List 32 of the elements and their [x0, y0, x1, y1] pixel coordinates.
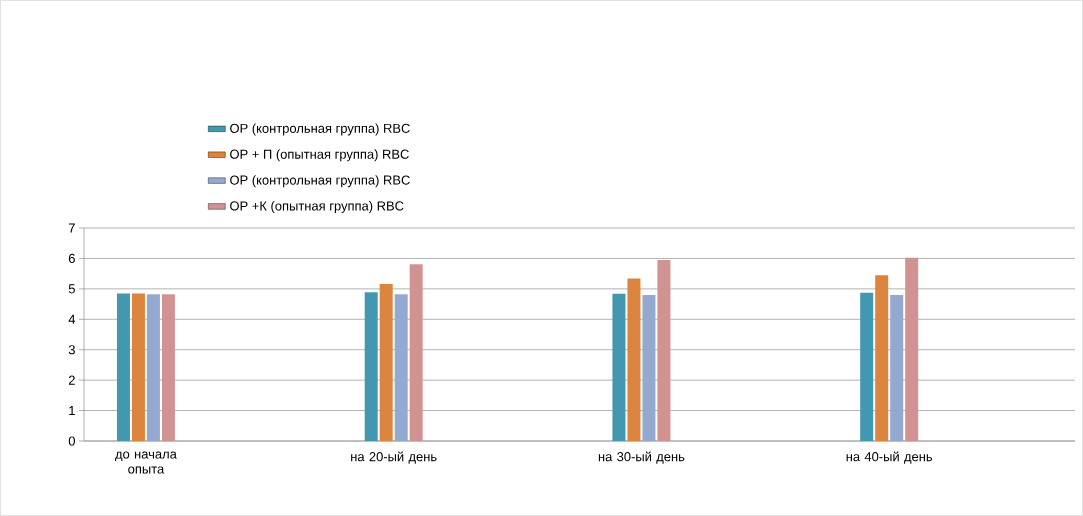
bar	[364, 292, 378, 441]
legend-label: ОР (контрольная группа) RBC	[230, 123, 410, 136]
x-tick-label: до начала опыта	[115, 451, 177, 474]
bar	[612, 293, 626, 441]
legend-label: ОР + П (опытная группа) RBC	[230, 149, 409, 162]
bar	[131, 293, 145, 441]
y-tick-label: 7	[68, 223, 75, 233]
y-tick-label: 2	[68, 375, 75, 385]
bar	[394, 294, 408, 441]
y-tick-label: 3	[68, 345, 75, 355]
legend-label: ОР (контрольная группа) RBC	[230, 175, 410, 188]
bar	[875, 275, 889, 441]
bar	[905, 257, 919, 441]
y-tick-label: 1	[69, 406, 75, 416]
bar	[657, 259, 671, 441]
x-tick-label: на 40-ый день	[846, 451, 933, 464]
y-tick-label: 4	[68, 314, 76, 324]
bar	[627, 278, 641, 441]
x-tick-label: на 20-ый день	[351, 451, 437, 464]
bar	[860, 292, 874, 441]
bar	[146, 294, 160, 441]
bar	[409, 264, 423, 441]
bar	[116, 293, 130, 441]
y-tick-label: 0	[68, 436, 75, 446]
bar	[642, 294, 656, 441]
y-tick-label: 6	[68, 253, 75, 264]
x-tick-label: на 30-ый день	[598, 451, 685, 464]
bar	[161, 294, 175, 441]
bar	[890, 294, 904, 441]
y-tick-label: 5	[68, 284, 75, 294]
bar	[379, 283, 393, 441]
legend-label: ОР +К (опытная группа) RBC	[230, 201, 404, 214]
